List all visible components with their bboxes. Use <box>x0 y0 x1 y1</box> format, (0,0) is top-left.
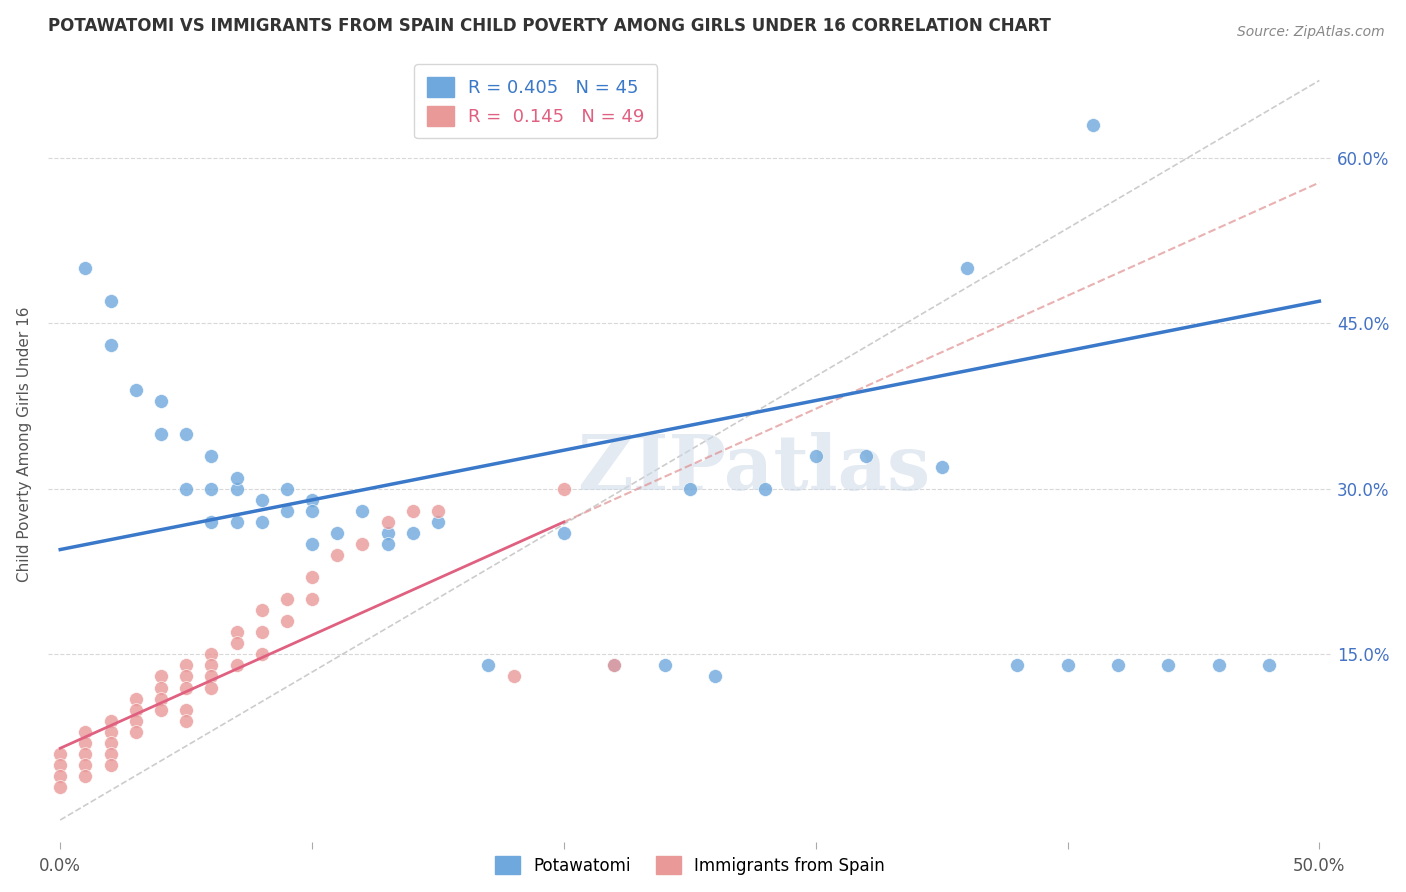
Text: Source: ZipAtlas.com: Source: ZipAtlas.com <box>1237 25 1385 39</box>
Point <box>49 780 72 794</box>
Point <box>200 648 222 662</box>
Point <box>301 504 323 518</box>
Point <box>100 736 122 750</box>
Point <box>477 658 499 673</box>
Point <box>75 747 97 761</box>
Point <box>377 537 399 551</box>
Point <box>603 658 626 673</box>
Text: ZIPatlas: ZIPatlas <box>578 432 931 506</box>
Point <box>49 769 72 783</box>
Point <box>679 482 702 496</box>
Point <box>149 703 172 717</box>
Point <box>301 537 323 551</box>
Point <box>250 648 273 662</box>
Point <box>100 294 122 309</box>
Point <box>553 526 575 541</box>
Point <box>326 526 349 541</box>
Point <box>301 492 323 507</box>
Point <box>352 504 374 518</box>
Point <box>250 515 273 529</box>
Point <box>1258 658 1281 673</box>
Point <box>75 724 97 739</box>
Point <box>1157 658 1180 673</box>
Point <box>502 669 524 683</box>
Point <box>225 636 247 650</box>
Point <box>427 504 450 518</box>
Point <box>352 537 374 551</box>
Point <box>125 703 148 717</box>
Point <box>225 482 247 496</box>
Point <box>174 714 197 728</box>
Point <box>225 625 247 640</box>
Point <box>149 669 172 683</box>
Point <box>225 658 247 673</box>
Point <box>100 724 122 739</box>
Legend: Potawatomi, Immigrants from Spain: Potawatomi, Immigrants from Spain <box>488 849 891 881</box>
Point <box>125 691 148 706</box>
Point <box>174 426 197 441</box>
Point <box>250 625 273 640</box>
Point <box>1107 658 1129 673</box>
Point <box>754 482 776 496</box>
Point <box>75 769 97 783</box>
Point <box>149 426 172 441</box>
Point <box>427 515 450 529</box>
Point <box>174 681 197 695</box>
Point <box>225 515 247 529</box>
Point <box>100 338 122 352</box>
Point <box>75 261 97 276</box>
Point <box>301 570 323 584</box>
Point <box>276 504 298 518</box>
Point <box>200 482 222 496</box>
Point <box>804 449 827 463</box>
Point <box>956 261 979 276</box>
Point <box>149 691 172 706</box>
Point <box>125 383 148 397</box>
Point <box>553 482 575 496</box>
Point <box>1081 118 1104 132</box>
Point <box>75 736 97 750</box>
Point <box>276 482 298 496</box>
Point <box>75 757 97 772</box>
Point <box>125 714 148 728</box>
Point <box>200 658 222 673</box>
Y-axis label: Child Poverty Among Girls Under 16: Child Poverty Among Girls Under 16 <box>17 307 32 582</box>
Text: POTAWATOMI VS IMMIGRANTS FROM SPAIN CHILD POVERTY AMONG GIRLS UNDER 16 CORRELATI: POTAWATOMI VS IMMIGRANTS FROM SPAIN CHIL… <box>48 17 1050 35</box>
Point <box>704 669 727 683</box>
Point <box>377 526 399 541</box>
Point <box>100 747 122 761</box>
Point <box>100 757 122 772</box>
Point <box>149 393 172 408</box>
Point <box>1208 658 1230 673</box>
Point <box>200 515 222 529</box>
Point <box>225 471 247 485</box>
Point <box>125 724 148 739</box>
Point <box>1005 658 1028 673</box>
Point <box>200 449 222 463</box>
Point <box>250 603 273 617</box>
Point <box>49 747 72 761</box>
Point <box>654 658 676 673</box>
Point <box>402 504 425 518</box>
Point <box>200 669 222 683</box>
Point <box>174 669 197 683</box>
Point <box>250 492 273 507</box>
Point <box>603 658 626 673</box>
Point <box>200 681 222 695</box>
Point <box>276 615 298 629</box>
Point <box>1056 658 1078 673</box>
Point <box>276 592 298 607</box>
Point <box>174 658 197 673</box>
Point <box>301 592 323 607</box>
Point <box>377 515 399 529</box>
Point <box>174 703 197 717</box>
Point <box>931 459 953 474</box>
Point <box>326 548 349 562</box>
Point <box>174 482 197 496</box>
Point <box>100 714 122 728</box>
Point <box>855 449 877 463</box>
Point <box>49 757 72 772</box>
Point <box>149 681 172 695</box>
Point <box>402 526 425 541</box>
